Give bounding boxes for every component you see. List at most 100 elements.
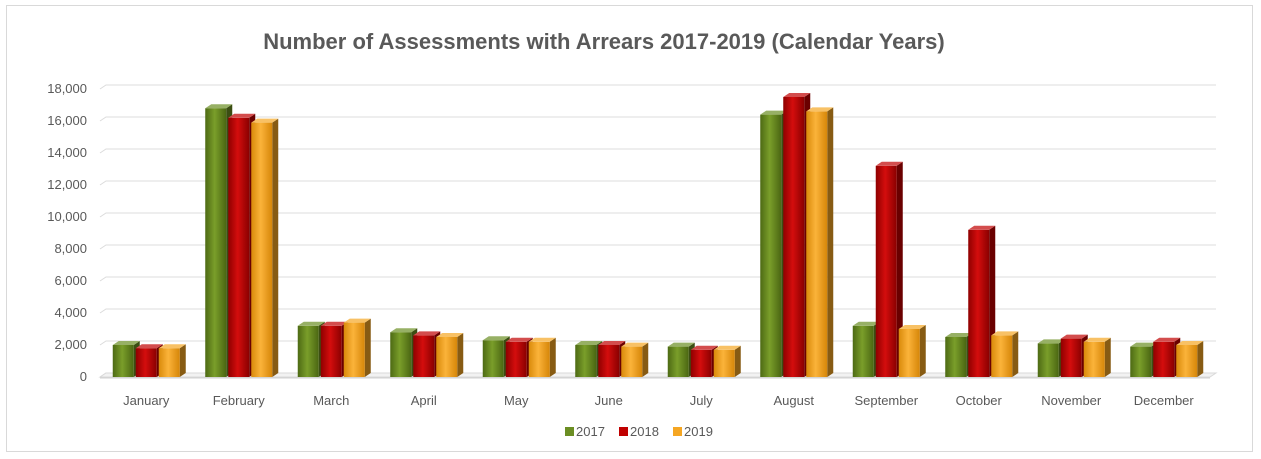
bar-front <box>436 337 458 377</box>
x-tick-label: May <box>504 393 529 408</box>
x-tick-label: March <box>313 393 349 408</box>
legend-label-2019: 2019 <box>684 424 713 439</box>
gridline <box>99 180 1216 186</box>
bar-top <box>575 341 603 345</box>
bar-2019-february <box>251 118 279 377</box>
bar-front <box>505 341 527 377</box>
bar-front <box>112 345 134 377</box>
bar-2018-july <box>690 345 718 377</box>
bar-2018-september <box>875 161 903 377</box>
bar-side <box>734 345 741 377</box>
bars <box>112 93 1204 378</box>
bar-top <box>1176 341 1204 345</box>
bar-2019-march <box>343 318 371 377</box>
bar-front <box>852 325 874 377</box>
bar-front <box>251 122 273 377</box>
bar-front <box>482 340 504 377</box>
gridline <box>99 84 1216 90</box>
bar-2017-september <box>852 321 880 377</box>
y-tick-label: 6,000 <box>54 273 87 288</box>
bar-top <box>875 161 903 166</box>
bar-front <box>1130 346 1152 377</box>
bar-front <box>320 325 342 377</box>
bar-top <box>390 328 418 333</box>
bar-top <box>228 113 256 118</box>
bar-2017-october <box>945 333 973 377</box>
x-tick-label: January <box>123 393 170 408</box>
bar-top <box>991 331 1019 336</box>
bar-2019-may <box>528 337 556 377</box>
x-tick-label: February <box>213 393 266 408</box>
bar-front <box>713 349 735 377</box>
bar-2017-april <box>390 328 418 377</box>
y-tick-label: 18,000 <box>47 81 87 96</box>
bar-top <box>898 325 926 329</box>
bar-top <box>320 321 348 326</box>
bar-2019-october <box>991 331 1019 377</box>
bar-top <box>158 344 186 349</box>
x-tick-label: November <box>1041 393 1102 408</box>
bar-top <box>528 337 556 342</box>
bar-side <box>549 337 556 377</box>
x-axis-ticks: January February March April May June July Augu… <box>123 393 1194 408</box>
bar-2018-october <box>968 225 996 377</box>
gridline <box>99 148 1216 154</box>
bar-top <box>621 342 649 347</box>
y-axis-ticks: 0 2,000 4,000 6,000 8,000 10,000 12,000 14,000 1… <box>47 81 87 384</box>
y-tick-label: 4,000 <box>54 305 87 320</box>
bar-front <box>690 349 712 377</box>
bar-side <box>272 118 279 377</box>
bar-side <box>896 161 903 377</box>
gridline <box>99 276 1216 282</box>
bar-2018-february <box>228 113 256 378</box>
bar-top <box>598 341 626 345</box>
x-tick-label: June <box>595 393 623 408</box>
bar-front <box>945 337 967 377</box>
x-tick-label: July <box>690 393 714 408</box>
bar-side <box>457 333 464 377</box>
bar-side <box>919 325 926 377</box>
bar-front <box>413 335 435 377</box>
bar-top <box>1037 339 1065 344</box>
bar-2019-november <box>1083 337 1111 377</box>
gridline <box>99 308 1216 314</box>
bar-front <box>667 346 689 377</box>
bar-front <box>135 348 157 377</box>
x-tick-label: September <box>854 393 918 408</box>
bar-2018-may <box>505 337 533 377</box>
bar-2018-august <box>783 93 811 377</box>
bar-top <box>297 321 325 326</box>
bar-front <box>575 345 597 377</box>
legend-swatch-2019 <box>673 427 682 436</box>
gridline <box>99 212 1216 218</box>
bar-top <box>1153 337 1181 342</box>
bar-2019-december <box>1176 341 1204 377</box>
bar-2018-november <box>1060 334 1088 377</box>
bar-top <box>251 118 279 123</box>
x-tick-label: April <box>411 393 437 408</box>
bar-2017-december <box>1130 342 1158 377</box>
bar-front <box>598 345 620 377</box>
bar-front <box>343 322 365 377</box>
y-tick-label: 2,000 <box>54 337 87 352</box>
bar-2019-april <box>436 333 464 377</box>
bar-front <box>1037 343 1059 377</box>
bar-2017-august <box>760 110 788 377</box>
bar-2018-april <box>413 331 441 377</box>
bar-2019-september <box>898 325 926 377</box>
bar-2017-june <box>575 341 603 377</box>
y-tick-label: 0 <box>80 369 87 384</box>
bar-front <box>1083 341 1105 377</box>
bar-side <box>642 342 649 377</box>
bar-side <box>827 107 834 378</box>
bar-2019-august <box>806 107 834 378</box>
legend-swatch-2018 <box>619 427 628 436</box>
bar-side <box>364 318 371 377</box>
bar-side <box>1012 331 1019 377</box>
bar-top <box>667 342 695 347</box>
x-tick-label: December <box>1134 393 1195 408</box>
bar-2019-january <box>158 344 186 377</box>
bar-2017-november <box>1037 339 1065 377</box>
bar-front <box>968 229 990 377</box>
bar-side <box>179 344 186 377</box>
